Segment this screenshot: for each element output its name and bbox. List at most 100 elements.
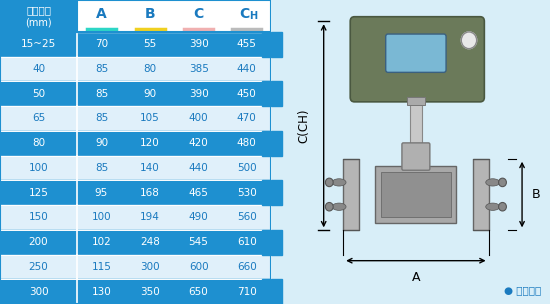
Text: 390: 390 xyxy=(189,89,208,99)
Text: 560: 560 xyxy=(237,212,256,223)
Text: 15~25: 15~25 xyxy=(21,39,56,49)
Text: C: C xyxy=(239,6,249,21)
Text: 70: 70 xyxy=(95,39,108,49)
Bar xyxy=(407,97,425,105)
Text: ● 常规仪表: ● 常规仪表 xyxy=(504,285,542,295)
FancyBboxPatch shape xyxy=(386,34,446,72)
Text: B: B xyxy=(145,6,156,21)
Text: 440: 440 xyxy=(189,163,208,173)
Bar xyxy=(0,131,271,156)
FancyBboxPatch shape xyxy=(402,143,430,170)
Ellipse shape xyxy=(486,203,500,210)
Bar xyxy=(0,254,271,279)
Bar xyxy=(262,230,271,254)
Ellipse shape xyxy=(332,179,346,186)
Bar xyxy=(381,172,451,217)
Text: B: B xyxy=(532,188,540,201)
Bar xyxy=(262,81,271,106)
Text: 250: 250 xyxy=(29,262,48,272)
Bar xyxy=(262,32,271,57)
Bar xyxy=(375,166,456,223)
Text: 455: 455 xyxy=(236,39,257,49)
Text: 470: 470 xyxy=(237,113,256,123)
Text: 120: 120 xyxy=(140,138,160,148)
Bar xyxy=(271,131,282,156)
Text: 650: 650 xyxy=(189,287,208,297)
Text: 350: 350 xyxy=(140,287,160,297)
Bar xyxy=(271,230,282,254)
Text: 80: 80 xyxy=(144,64,157,74)
Text: 90: 90 xyxy=(95,138,108,148)
Text: 140: 140 xyxy=(140,163,160,173)
Text: 710: 710 xyxy=(237,287,256,297)
Bar xyxy=(0,180,271,205)
Text: 610: 610 xyxy=(237,237,256,247)
Bar xyxy=(0,205,271,230)
Text: 420: 420 xyxy=(189,138,208,148)
Text: 50: 50 xyxy=(32,89,45,99)
Text: 85: 85 xyxy=(95,163,108,173)
Text: 450: 450 xyxy=(237,89,256,99)
Text: 300: 300 xyxy=(29,287,48,297)
Bar xyxy=(271,32,282,57)
Text: A: A xyxy=(411,271,420,284)
Text: 80: 80 xyxy=(32,138,45,148)
Text: 660: 660 xyxy=(237,262,256,272)
Bar xyxy=(0,156,271,180)
Text: 500: 500 xyxy=(237,163,256,173)
Bar xyxy=(0,0,77,32)
Text: 105: 105 xyxy=(140,113,160,123)
Ellipse shape xyxy=(499,202,507,211)
Bar xyxy=(77,0,271,32)
Text: 65: 65 xyxy=(32,113,45,123)
Text: A: A xyxy=(96,6,107,21)
Bar xyxy=(0,106,271,131)
Ellipse shape xyxy=(499,178,507,187)
Text: 150: 150 xyxy=(29,212,48,223)
Bar xyxy=(271,81,282,106)
Text: 55: 55 xyxy=(144,39,157,49)
Text: 300: 300 xyxy=(140,262,160,272)
Text: 194: 194 xyxy=(140,212,160,223)
Bar xyxy=(262,279,271,304)
Text: 95: 95 xyxy=(95,188,108,198)
Ellipse shape xyxy=(461,32,477,49)
Text: 90: 90 xyxy=(144,89,157,99)
Ellipse shape xyxy=(326,202,333,211)
Text: 385: 385 xyxy=(189,64,208,74)
Text: 600: 600 xyxy=(189,262,208,272)
Bar xyxy=(0,57,271,81)
Bar xyxy=(262,131,271,156)
Bar xyxy=(410,97,422,146)
Ellipse shape xyxy=(486,179,500,186)
Text: 248: 248 xyxy=(140,237,160,247)
Text: 85: 85 xyxy=(95,89,108,99)
Text: 480: 480 xyxy=(237,138,256,148)
Text: 100: 100 xyxy=(29,163,48,173)
Text: 130: 130 xyxy=(92,287,111,297)
Text: 400: 400 xyxy=(189,113,208,123)
Text: (mm): (mm) xyxy=(25,18,52,28)
Ellipse shape xyxy=(326,178,333,187)
Ellipse shape xyxy=(332,203,346,210)
Bar xyxy=(0,81,271,106)
Text: 85: 85 xyxy=(95,64,108,74)
Bar xyxy=(262,180,271,205)
Bar xyxy=(343,159,359,230)
Bar xyxy=(0,32,271,57)
Bar xyxy=(0,230,271,254)
Text: C(CH): C(CH) xyxy=(298,109,311,143)
Text: 40: 40 xyxy=(32,64,45,74)
Text: 仪表口径: 仪表口径 xyxy=(26,5,51,16)
Text: 115: 115 xyxy=(91,262,112,272)
Bar xyxy=(271,180,282,205)
FancyBboxPatch shape xyxy=(350,17,485,102)
Text: 545: 545 xyxy=(189,237,208,247)
Bar xyxy=(473,159,488,230)
Text: C: C xyxy=(194,6,204,21)
Text: 125: 125 xyxy=(29,188,48,198)
Bar xyxy=(271,279,282,304)
Text: 200: 200 xyxy=(29,237,48,247)
Text: 440: 440 xyxy=(237,64,256,74)
Text: 490: 490 xyxy=(189,212,208,223)
